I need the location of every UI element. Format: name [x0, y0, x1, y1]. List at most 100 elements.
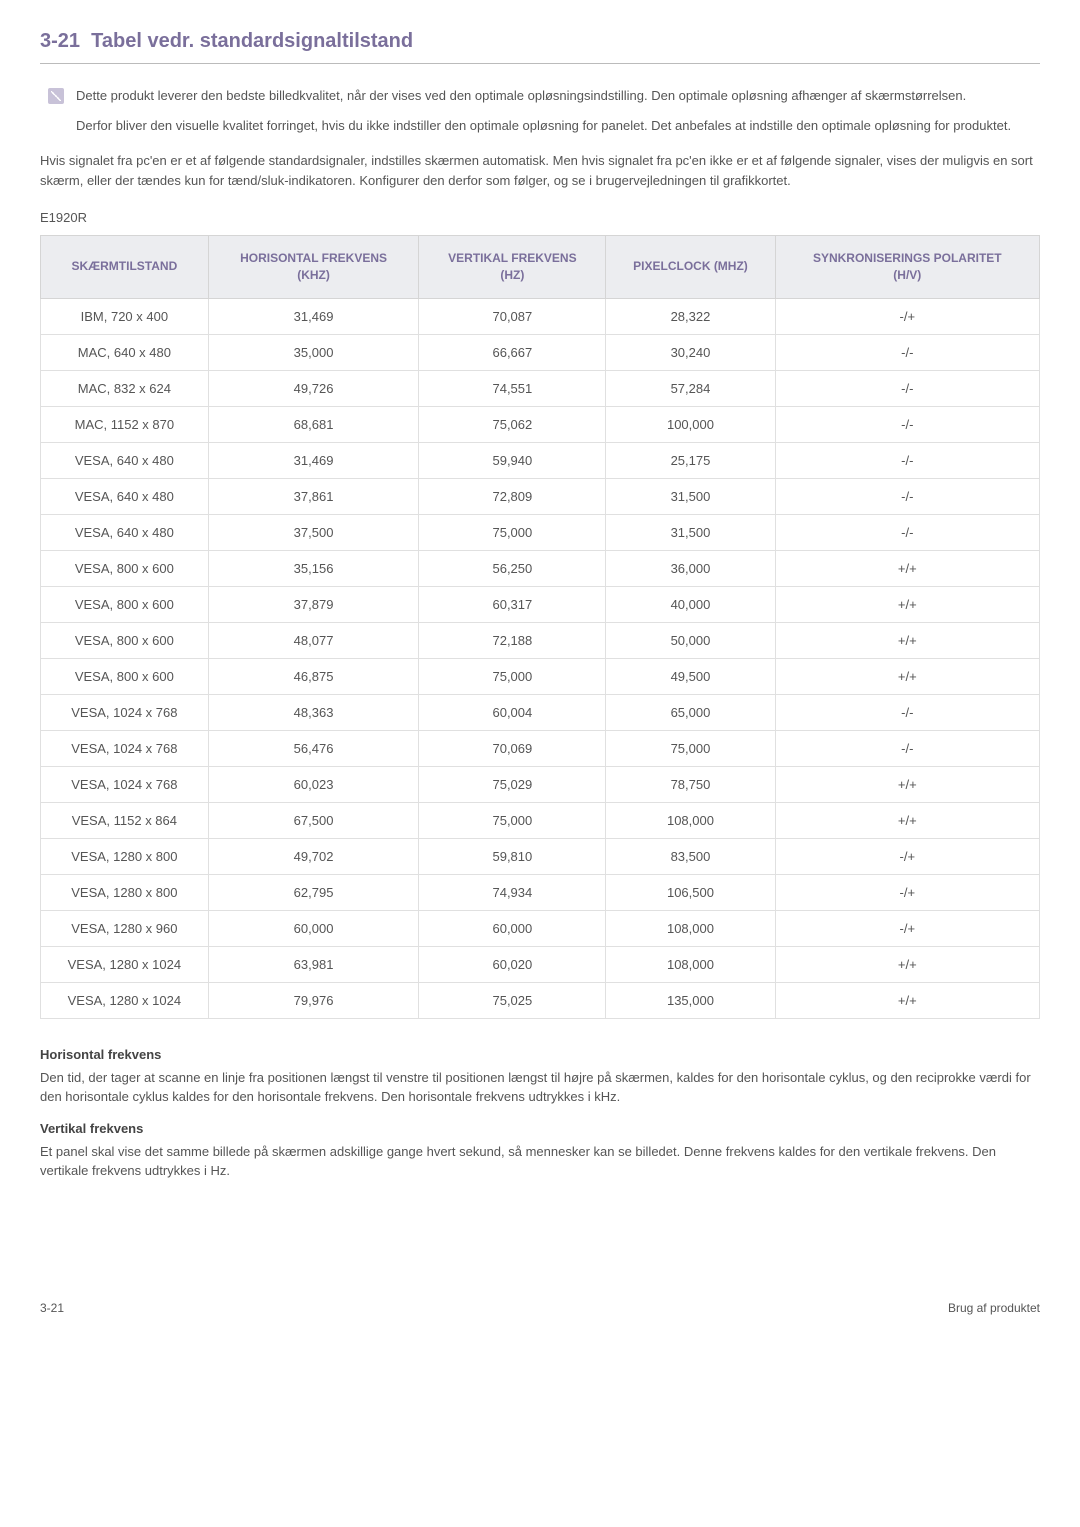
table-cell: -/- — [775, 334, 1039, 370]
table-cell: VESA, 800 x 600 — [41, 586, 209, 622]
table-cell: 49,702 — [208, 838, 419, 874]
table-cell: 83,500 — [606, 838, 775, 874]
table-row: VESA, 800 x 60035,15656,25036,000+/+ — [41, 550, 1040, 586]
table-cell: 67,500 — [208, 802, 419, 838]
section-title-text: Tabel vedr. standardsignaltilstand — [91, 30, 413, 52]
table-cell: VESA, 800 x 600 — [41, 658, 209, 694]
table-cell: 35,156 — [208, 550, 419, 586]
model-label: E1920R — [40, 210, 1040, 225]
table-row: VESA, 800 x 60046,87575,00049,500+/+ — [41, 658, 1040, 694]
table-cell: 25,175 — [606, 442, 775, 478]
table-cell: -/- — [775, 694, 1039, 730]
table-column-header: PIXELCLOCK (MHZ) — [606, 236, 775, 299]
table-cell: 60,004 — [419, 694, 606, 730]
table-cell: 106,500 — [606, 874, 775, 910]
table-cell: MAC, 1152 x 870 — [41, 406, 209, 442]
table-cell: 75,062 — [419, 406, 606, 442]
table-cell: VESA, 1280 x 1024 — [41, 946, 209, 982]
table-cell: 56,476 — [208, 730, 419, 766]
table-cell: 48,077 — [208, 622, 419, 658]
table-cell: -/+ — [775, 298, 1039, 334]
table-cell: -/- — [775, 514, 1039, 550]
table-cell: -/- — [775, 406, 1039, 442]
table-cell: +/+ — [775, 658, 1039, 694]
table-cell: 60,317 — [419, 586, 606, 622]
table-row: MAC, 1152 x 87068,68175,062100,000-/- — [41, 406, 1040, 442]
table-cell: VESA, 1280 x 1024 — [41, 982, 209, 1018]
table-cell: 40,000 — [606, 586, 775, 622]
table-cell: -/+ — [775, 838, 1039, 874]
note-paragraph-2: Derfor bliver den visuelle kvalitet forr… — [76, 116, 1011, 136]
table-cell: VESA, 1280 x 800 — [41, 874, 209, 910]
table-cell: +/+ — [775, 802, 1039, 838]
footer-left: 3-21 — [40, 1301, 64, 1315]
table-cell: 74,551 — [419, 370, 606, 406]
table-row: IBM, 720 x 40031,46970,08728,322-/+ — [41, 298, 1040, 334]
table-cell: VESA, 1024 x 768 — [41, 730, 209, 766]
table-cell: 65,000 — [606, 694, 775, 730]
def-heading-horizontal: Horisontal frekvens — [40, 1047, 1040, 1062]
table-cell: 135,000 — [606, 982, 775, 1018]
table-cell: 79,976 — [208, 982, 419, 1018]
table-cell: 108,000 — [606, 910, 775, 946]
table-cell: IBM, 720 x 400 — [41, 298, 209, 334]
table-cell: -/+ — [775, 874, 1039, 910]
table-cell: VESA, 1152 x 864 — [41, 802, 209, 838]
table-cell: 78,750 — [606, 766, 775, 802]
table-cell: -/- — [775, 370, 1039, 406]
table-cell: VESA, 800 x 600 — [41, 622, 209, 658]
table-row: VESA, 1280 x 96060,00060,000108,000-/+ — [41, 910, 1040, 946]
table-column-header: VERTIKAL FREKVENS(HZ) — [419, 236, 606, 299]
note-block: Dette produkt leverer den bedste billedk… — [48, 86, 1040, 145]
signal-table: SKÆRMTILSTANDHORISONTAL FREKVENS(KHZ)VER… — [40, 235, 1040, 1019]
table-cell: 35,000 — [208, 334, 419, 370]
table-column-header: SKÆRMTILSTAND — [41, 236, 209, 299]
table-cell: 75,025 — [419, 982, 606, 1018]
table-cell: 70,087 — [419, 298, 606, 334]
table-row: VESA, 1152 x 86467,50075,000108,000+/+ — [41, 802, 1040, 838]
note-text: Dette produkt leverer den bedste billedk… — [76, 86, 1011, 145]
table-cell: 60,023 — [208, 766, 419, 802]
table-cell: 28,322 — [606, 298, 775, 334]
table-cell: 75,000 — [419, 514, 606, 550]
table-row: VESA, 1280 x 80062,79574,934106,500-/+ — [41, 874, 1040, 910]
table-column-header: HORISONTAL FREKVENS(KHZ) — [208, 236, 419, 299]
note-paragraph-1: Dette produkt leverer den bedste billedk… — [76, 86, 1011, 106]
table-cell: VESA, 1024 x 768 — [41, 694, 209, 730]
table-cell: 30,240 — [606, 334, 775, 370]
table-cell: 31,469 — [208, 442, 419, 478]
table-cell: -/+ — [775, 910, 1039, 946]
table-cell: +/+ — [775, 586, 1039, 622]
def-paragraph-vertical: Et panel skal vise det samme billede på … — [40, 1142, 1040, 1181]
table-cell: 62,795 — [208, 874, 419, 910]
table-header: SKÆRMTILSTANDHORISONTAL FREKVENS(KHZ)VER… — [41, 236, 1040, 299]
table-row: VESA, 1024 x 76860,02375,02978,750+/+ — [41, 766, 1040, 802]
footer-right: Brug af produktet — [948, 1301, 1040, 1315]
table-cell: 75,000 — [419, 802, 606, 838]
table-cell: 49,726 — [208, 370, 419, 406]
table-cell: 70,069 — [419, 730, 606, 766]
table-cell: +/+ — [775, 766, 1039, 802]
table-cell: 56,250 — [419, 550, 606, 586]
table-cell: 31,500 — [606, 514, 775, 550]
page-footer: 3-21 Brug af produktet — [40, 1301, 1040, 1315]
table-cell: 31,469 — [208, 298, 419, 334]
table-cell: 74,934 — [419, 874, 606, 910]
table-cell: VESA, 800 x 600 — [41, 550, 209, 586]
table-cell: +/+ — [775, 550, 1039, 586]
def-paragraph-horizontal: Den tid, der tager at scanne en linje fr… — [40, 1068, 1040, 1107]
table-cell: -/- — [775, 730, 1039, 766]
table-body: IBM, 720 x 40031,46970,08728,322-/+MAC, … — [41, 298, 1040, 1018]
table-cell: MAC, 640 x 480 — [41, 334, 209, 370]
table-cell: VESA, 1280 x 960 — [41, 910, 209, 946]
table-cell: -/- — [775, 442, 1039, 478]
table-cell: 37,879 — [208, 586, 419, 622]
table-row: VESA, 640 x 48037,86172,80931,500-/- — [41, 478, 1040, 514]
table-cell: 57,284 — [606, 370, 775, 406]
table-cell: 49,500 — [606, 658, 775, 694]
table-cell: -/- — [775, 478, 1039, 514]
intro-paragraph: Hvis signalet fra pc'en er et af følgend… — [40, 151, 1040, 190]
table-row: MAC, 640 x 48035,00066,66730,240-/- — [41, 334, 1040, 370]
table-row: VESA, 1024 x 76856,47670,06975,000-/- — [41, 730, 1040, 766]
table-row: VESA, 640 x 48031,46959,94025,175-/- — [41, 442, 1040, 478]
